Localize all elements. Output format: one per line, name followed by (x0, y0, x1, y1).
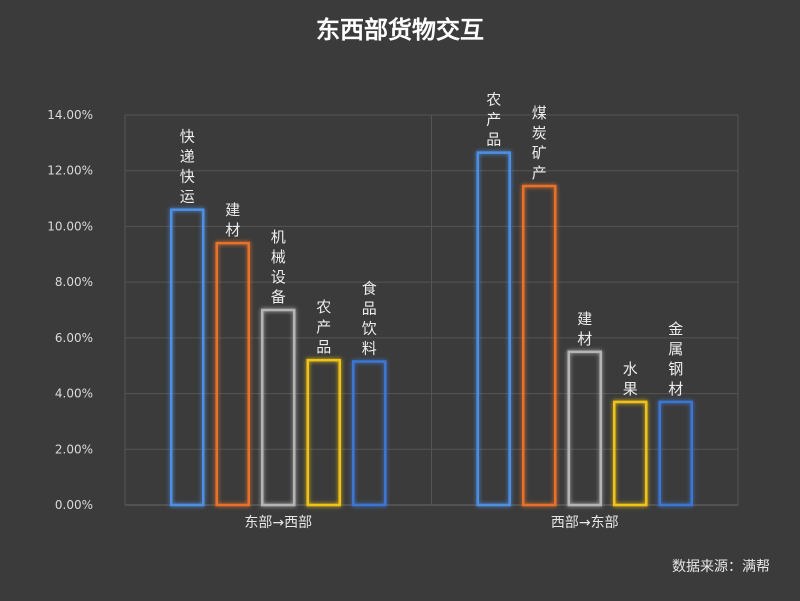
bar-label: 农产品 (486, 91, 501, 149)
bar (261, 308, 296, 507)
y-tick-label: 14.00% (47, 108, 93, 122)
y-tick-label: 10.00% (47, 219, 93, 233)
bar (352, 360, 387, 507)
category-label: 东部→西部 (244, 515, 312, 531)
bar-label: 建材 (577, 310, 592, 348)
bar (476, 151, 511, 507)
bar (567, 350, 602, 507)
y-tick-label: 0.00% (55, 498, 93, 512)
bar-label: 建材 (225, 201, 240, 239)
bars (170, 151, 693, 507)
bar-label: 煤炭矿产 (532, 104, 547, 182)
y-tick-label: 6.00% (55, 331, 93, 345)
y-tick-label: 8.00% (55, 275, 93, 289)
bar (522, 184, 557, 507)
bar (658, 400, 693, 507)
y-tick-label: 2.00% (55, 442, 93, 456)
labels: 0.00% 2.00% 4.00% 6.00% 8.00% 10.00% 12.00% 14.… (47, 91, 683, 531)
bar (306, 358, 341, 507)
bar (170, 208, 205, 507)
bar-label: 金属钢材 (668, 320, 683, 398)
bar (613, 400, 648, 507)
y-tick-label: 12.00% (47, 164, 93, 178)
bar-label: 食品饮料 (362, 280, 377, 358)
bar-label: 水果 (623, 360, 638, 398)
bar (215, 241, 250, 507)
bar-label: 农产品 (316, 298, 331, 356)
category-label: 西部→东部 (551, 515, 619, 531)
y-tick-label: 4.00% (55, 387, 93, 401)
bar-label: 快递快运 (180, 128, 195, 206)
bar-label: 机械设备 (271, 228, 286, 306)
chart-title: 东西部货物交互 (316, 16, 484, 44)
source-note: 数据来源：满帮 (672, 559, 770, 575)
gridlines (124, 114, 739, 506)
